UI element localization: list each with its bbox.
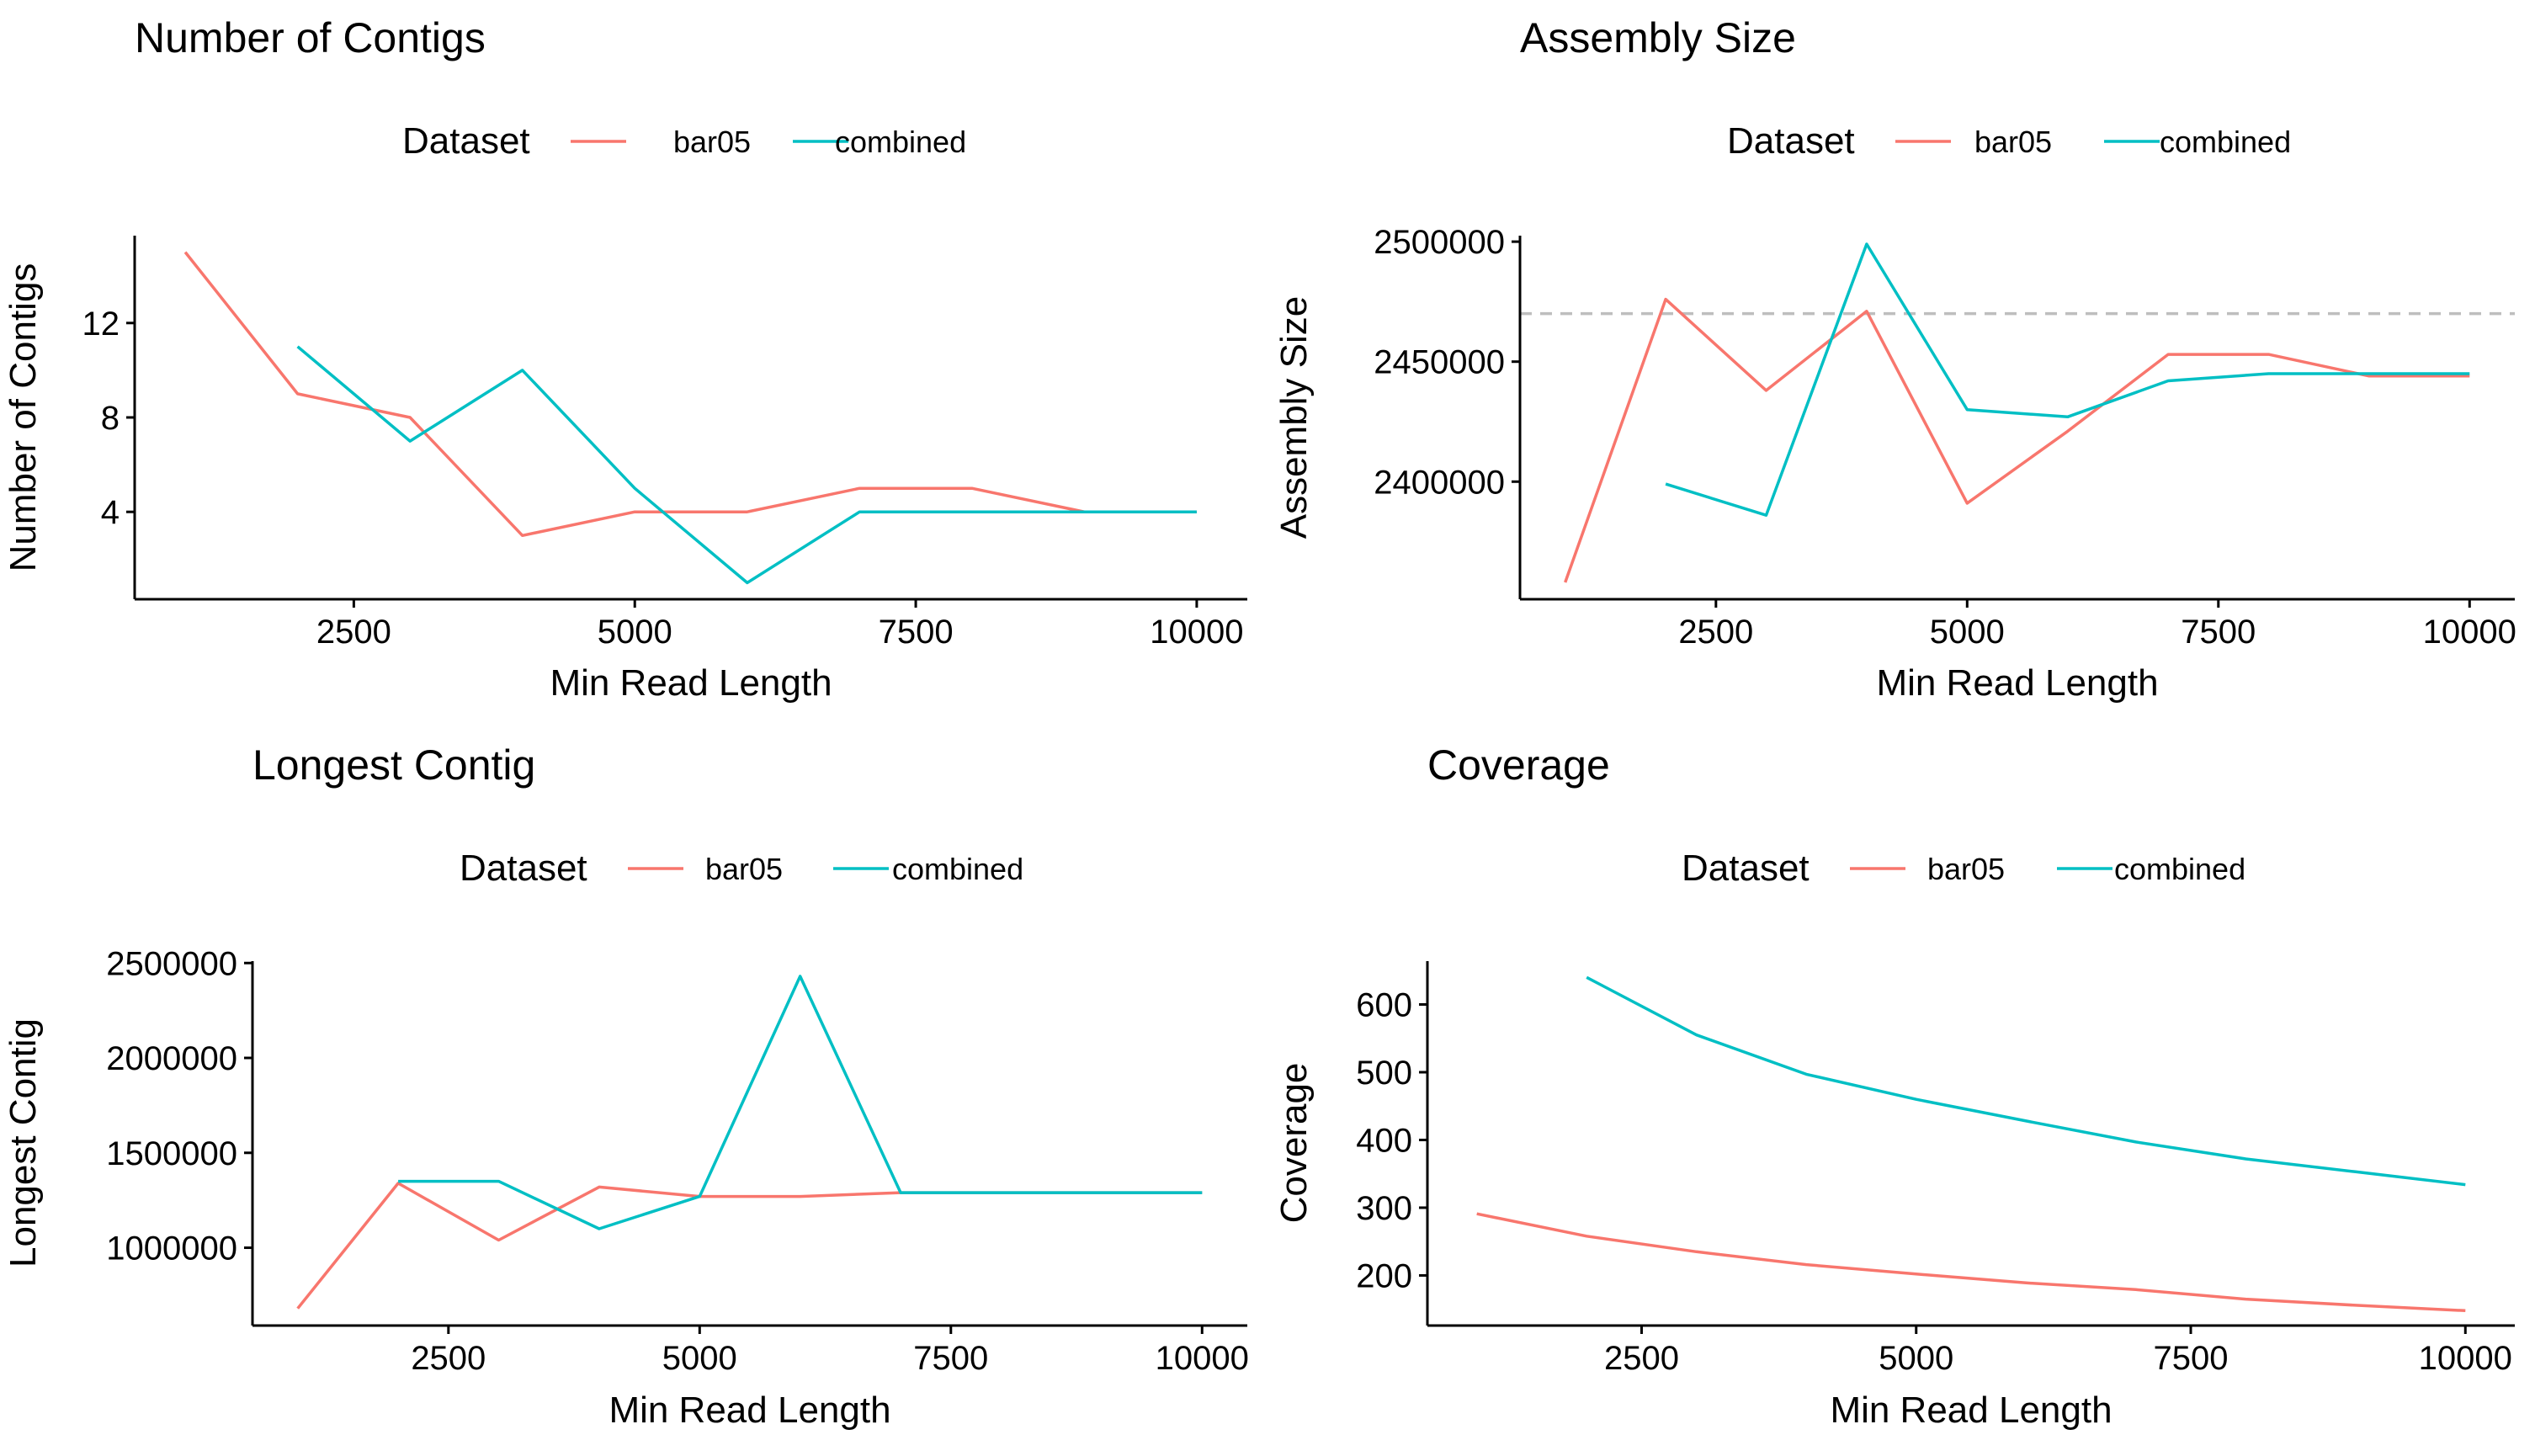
series-line-combined: [296, 345, 1197, 585]
y-axis-label: Assembly Size: [1273, 296, 1315, 539]
x-axis-label: Min Read Length: [1830, 1390, 2112, 1431]
series-line-bar05: [296, 1182, 1203, 1310]
legend-label-bar05: bar05: [1927, 852, 2005, 886]
y-tick-label: 8: [101, 400, 120, 437]
x-tick-label: 5000: [662, 1340, 737, 1377]
x-tick-label: 2500: [1678, 614, 1753, 651]
x-tick-label: 10000: [1150, 614, 1243, 651]
y-tick-label: 2500000: [106, 945, 237, 982]
x-axis-label: Min Read Length: [1876, 662, 2158, 704]
y-axis-label: Coverage: [1273, 1063, 1315, 1224]
y-tick-label: 2500000: [1374, 224, 1505, 261]
y-tick-label: 500: [1356, 1055, 1412, 1092]
panel-2: Assembly Size Dataset bar05 combined 2500 500…: [1273, 14, 2516, 704]
legend-label-bar05: bar05: [673, 125, 751, 159]
legend-title: Dataset: [1727, 120, 1855, 162]
y-tick-label: 400: [1356, 1122, 1412, 1159]
x-tick-label: 2500: [316, 614, 391, 651]
y-tick-label: 2450000: [1374, 344, 1505, 381]
y-tick-label: 1500000: [106, 1135, 237, 1172]
y-axis-label: Number of Contigs: [3, 263, 44, 572]
series-line-combined: [1586, 975, 2466, 1187]
x-axis-label: Min Read Length: [609, 1390, 890, 1431]
x-tick-label: 10000: [2419, 1340, 2512, 1377]
panel-title: Number of Contigs: [135, 14, 486, 61]
legend-label-bar05: bar05: [1974, 125, 2052, 159]
legend-label-combined: combined: [892, 852, 1023, 886]
x-tick-label: 7500: [879, 614, 954, 651]
series-line-bar05: [1564, 297, 2470, 583]
legend-title: Dataset: [460, 848, 587, 889]
panel-1: Number of Contigs Dataset bar05 combined 250…: [3, 14, 1247, 704]
x-tick-label: 10000: [2423, 614, 2516, 651]
x-tick-label: 7500: [2181, 614, 2256, 651]
x-tick-label: 2500: [411, 1340, 486, 1377]
y-tick-label: 12: [82, 306, 120, 343]
panel-3: Longest Contig Dataset bar05 combined 2500 50…: [3, 741, 1249, 1431]
panel-title: Longest Contig: [252, 741, 535, 789]
x-tick-label: 10000: [1156, 1340, 1249, 1377]
legend-label-combined: combined: [835, 125, 966, 159]
y-tick-label: 2000000: [106, 1040, 237, 1077]
panel-title: Assembly Size: [1520, 14, 1796, 61]
series-line-combined: [1665, 242, 2470, 517]
series-line-combined: [398, 975, 1203, 1230]
legend-title: Dataset: [402, 120, 530, 162]
legend-label-combined: combined: [2114, 852, 2245, 886]
y-tick-label: 2400000: [1374, 464, 1505, 501]
y-tick-label: 300: [1356, 1190, 1412, 1227]
legend-label-bar05: bar05: [705, 852, 783, 886]
y-axis-label: Longest Contig: [3, 1018, 44, 1267]
x-tick-label: 7500: [913, 1340, 988, 1377]
series-line-bar05: [1476, 1212, 2466, 1313]
y-tick-label: 600: [1356, 987, 1412, 1024]
x-tick-label: 2500: [1604, 1340, 1679, 1377]
panel-title: Coverage: [1427, 741, 1610, 789]
x-tick-label: 5000: [598, 614, 672, 651]
x-tick-label: 5000: [1930, 614, 2005, 651]
y-tick-label: 1000000: [106, 1230, 237, 1267]
legend-label-combined: combined: [2160, 125, 2291, 159]
y-tick-label: 4: [101, 494, 120, 531]
y-tick-label: 200: [1356, 1257, 1412, 1294]
x-axis-label: Min Read Length: [550, 662, 832, 704]
series-line-bar05: [183, 251, 1197, 538]
x-tick-label: 7500: [2154, 1340, 2229, 1377]
panel-4: Coverage Dataset bar05 combined 2500 5000 7500…: [1273, 741, 2515, 1431]
legend-title: Dataset: [1682, 848, 1810, 889]
x-tick-label: 5000: [1879, 1340, 1953, 1377]
